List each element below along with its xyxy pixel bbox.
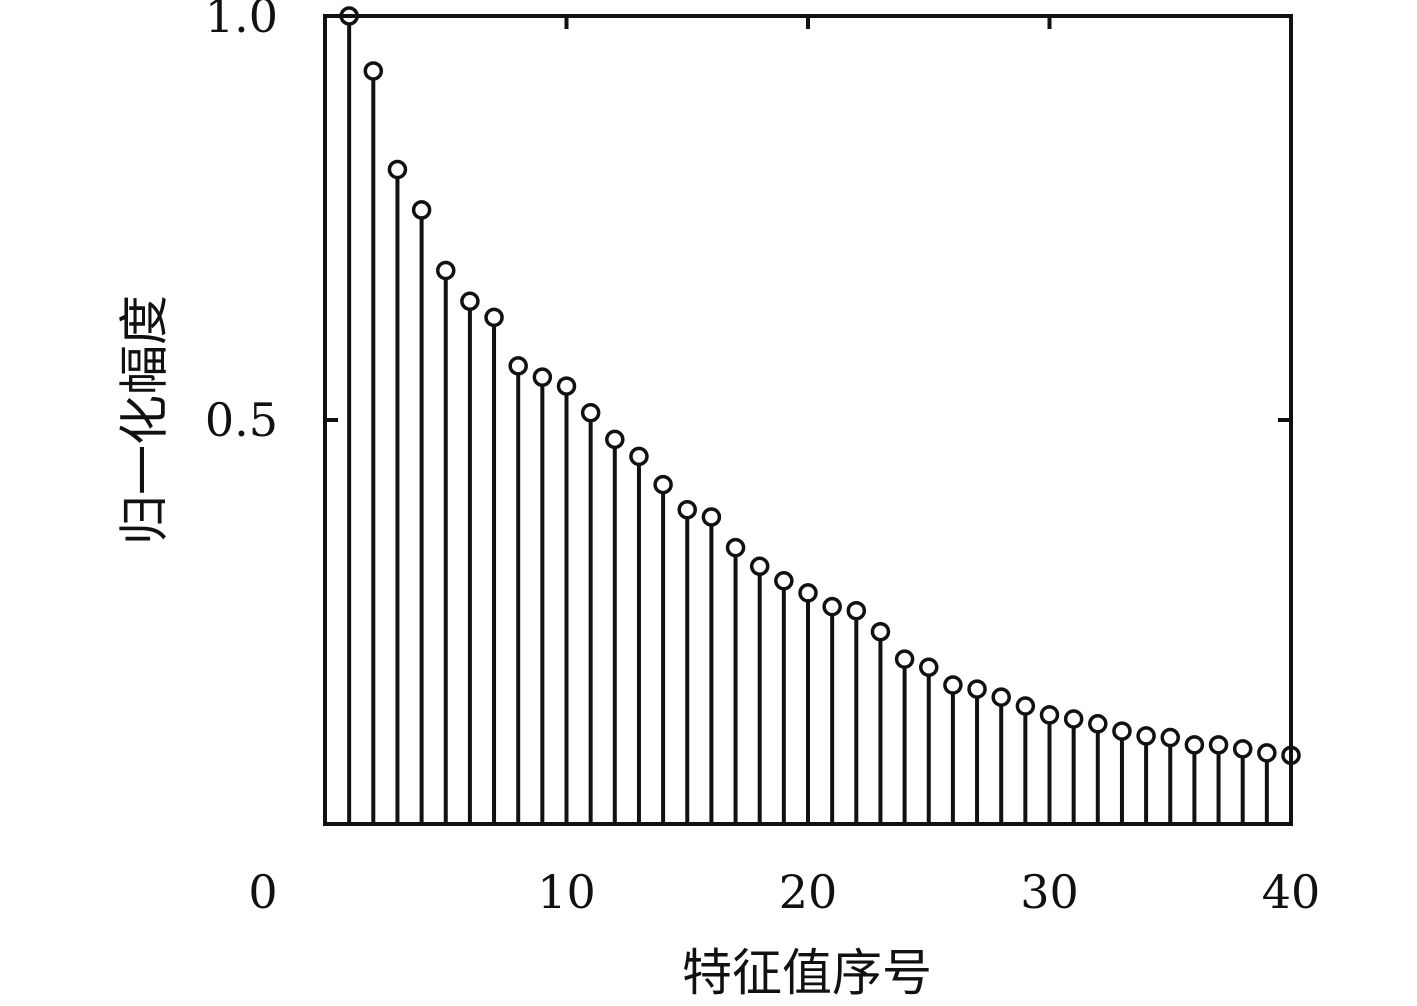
stem-marker: [846, 600, 867, 621]
x-tick-label: 30: [1020, 865, 1079, 919]
stem-marker: [894, 649, 915, 669]
markers-layer: [339, 6, 1301, 766]
stem-marker: [798, 583, 818, 603]
stems-layer: [347, 16, 1293, 824]
stem-marker: [1208, 735, 1229, 755]
y-axis-title: 归一化幅度: [116, 295, 174, 545]
stem-marker: [1160, 727, 1180, 748]
stem-marker: [677, 499, 697, 520]
stem-marker: [991, 687, 1011, 707]
stem-marker: [1015, 696, 1036, 716]
x-tick-label: 0: [248, 865, 277, 919]
stem-marker: [1112, 721, 1132, 741]
stem-marker: [532, 367, 553, 387]
stem-marker: [460, 291, 480, 311]
stem-marker: [1257, 743, 1277, 763]
x-axis-title: 特征值序号: [682, 944, 932, 1002]
stem-marker: [387, 159, 408, 180]
x-tick-label: 10: [537, 865, 596, 919]
stem-marker: [749, 556, 770, 576]
stem-marker: [653, 474, 673, 495]
stem-marker: [822, 596, 842, 617]
stem-marker: [1184, 735, 1205, 755]
stem-marker: [580, 402, 601, 423]
stem-marker: [629, 446, 649, 467]
stem-marker: [508, 356, 528, 376]
stem-marker: [411, 200, 432, 220]
x-tick-label: 40: [1262, 865, 1321, 919]
stem-marker: [919, 657, 939, 677]
stem-marker: [363, 61, 384, 81]
stem-marker: [436, 260, 456, 281]
stem-marker: [1039, 705, 1060, 725]
stem-marker: [701, 507, 722, 527]
stem-marker: [870, 621, 891, 642]
stem-marker: [1088, 714, 1108, 734]
stem-marker: [605, 429, 625, 450]
stem-marker: [943, 675, 963, 695]
stem-marker: [1136, 726, 1156, 746]
stem-marker: [1063, 709, 1084, 729]
stem-marker: [774, 571, 794, 591]
plot-frame: [323, 14, 1293, 826]
x-tick-label: 20: [779, 865, 838, 919]
y-tick-label: 1.0: [205, 0, 278, 43]
stem-marker: [1232, 739, 1253, 759]
stem-marker: [556, 376, 577, 396]
stem-marker: [484, 307, 504, 328]
stem-marker: [967, 679, 987, 699]
ticks-layer: 0 10 20 30 40 0.5 1.0: [205, 0, 1320, 919]
y-tick-label: 0.5: [205, 393, 278, 447]
y-axis-title-group: 归一化幅度: [116, 295, 174, 545]
stem-marker: [725, 537, 746, 558]
